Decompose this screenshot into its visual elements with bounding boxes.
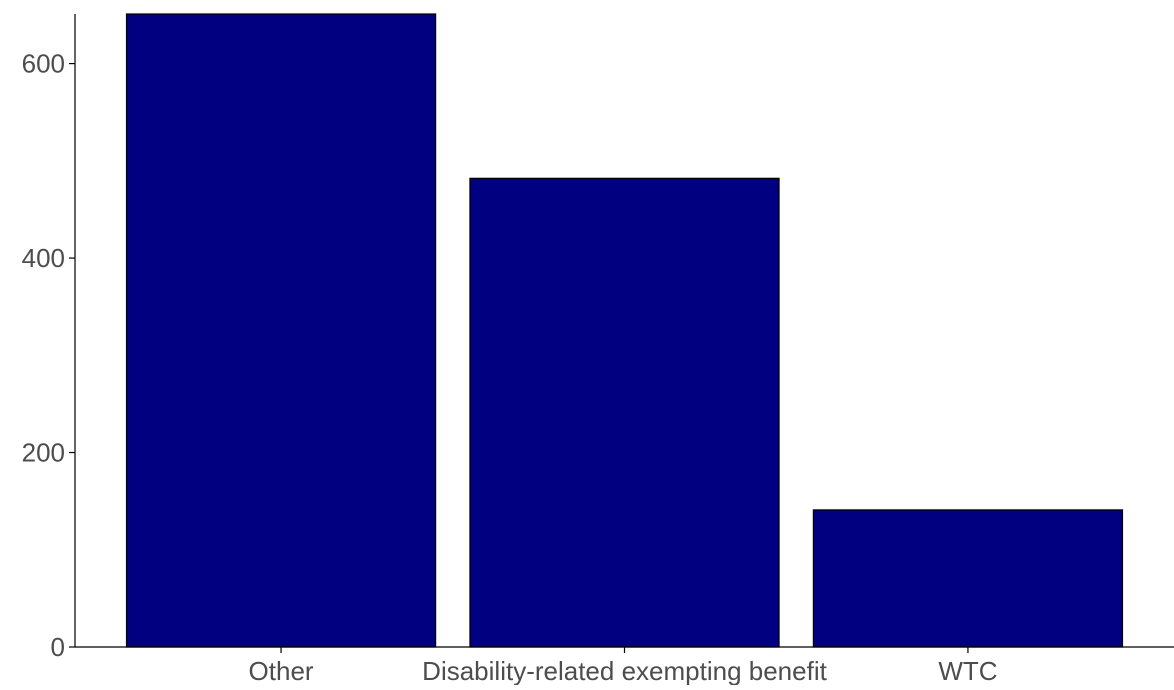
y-axis: 0 200 400 600 <box>22 14 76 662</box>
y-tick-label: 200 <box>22 438 65 468</box>
bar-other <box>125 13 437 648</box>
x-tick-label: Other <box>249 656 314 685</box>
x-tick-label: Disability-related exempting benefit <box>422 656 827 685</box>
x-tick-label: WTC <box>938 656 997 685</box>
y-tick-label: 600 <box>22 49 65 79</box>
y-tick-label: 400 <box>22 243 65 273</box>
y-tick-label: 0 <box>51 632 65 662</box>
bar-wtc <box>812 509 1124 648</box>
bars-layer <box>125 13 1124 648</box>
bar-disability-related-exempting-benefit <box>469 177 780 648</box>
x-axis: Other Disability-related exempting benefi… <box>75 646 1174 686</box>
